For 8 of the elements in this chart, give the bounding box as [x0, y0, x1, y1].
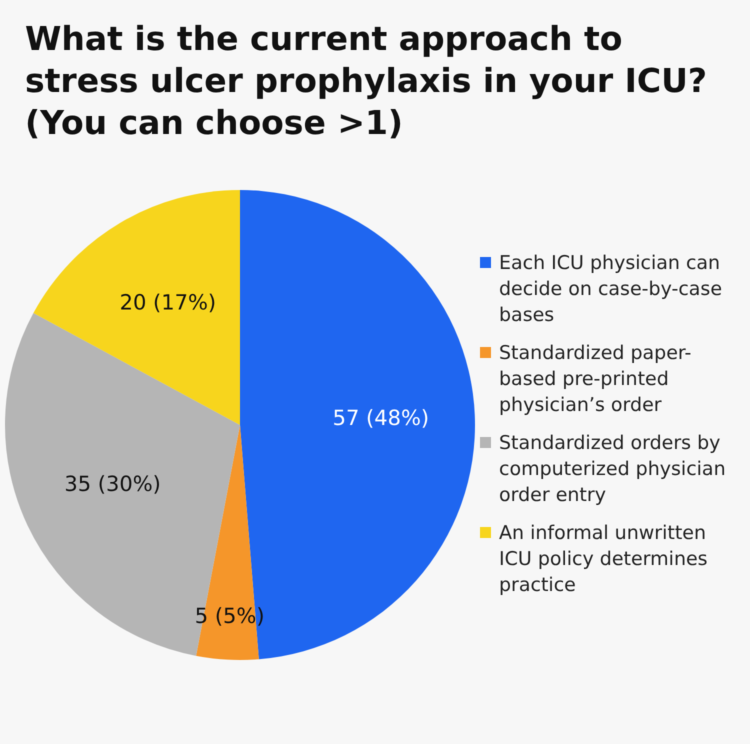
data-label: 57 (48%)	[332, 406, 430, 430]
legend-label: An informal unwritten ICU policy determines practice	[499, 521, 709, 598]
chart-title: What is the current approach to stress ulcer prophylaxis in your ICU? (You can choose >1)	[25, 18, 708, 144]
legend-label: Standardized orders by computerized physician order entry	[499, 431, 727, 508]
data-label: 20 (17%)	[120, 290, 216, 314]
legend-label: Each ICU physician can decide on case-by-case bases	[499, 251, 724, 328]
data-label: 35 (30%)	[64, 472, 161, 496]
legend-label: Standardized paper-based pre-printed physician’s order	[499, 341, 692, 418]
